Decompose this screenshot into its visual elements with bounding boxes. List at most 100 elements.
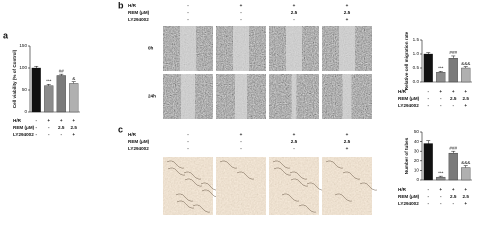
significance: ***	[438, 170, 444, 175]
condition-label: REM (μM)	[128, 10, 150, 15]
tube	[175, 193, 194, 202]
condition-value: +	[293, 132, 296, 137]
significance: ***	[46, 78, 52, 83]
condition-value: -	[48, 125, 50, 130]
y-tick-label: 1.0	[413, 51, 420, 56]
bar	[44, 85, 54, 113]
error-bar	[451, 55, 456, 59]
condition-value: -	[293, 146, 295, 151]
bar	[436, 176, 446, 181]
condition-value: -	[240, 146, 242, 151]
condition-value: -	[427, 194, 429, 199]
condition-value: +	[452, 187, 455, 192]
condition-value: 2.5	[463, 96, 470, 101]
wound-gap	[342, 74, 352, 119]
tube	[325, 160, 344, 169]
bar	[436, 72, 446, 83]
condition-value: -	[187, 146, 189, 151]
y-axis-label: Relative cell migration rate	[404, 31, 409, 90]
condition-value: +	[346, 146, 349, 151]
page: {"panel_labels": ["a", "b", "c"], "wound…	[3, 0, 472, 215]
micrograph	[216, 157, 266, 215]
condition-label: REM (μM)	[128, 139, 150, 144]
bar	[448, 152, 458, 181]
y-tick-label: 0.5	[413, 65, 420, 70]
panel-label: a	[3, 30, 9, 40]
condition-value: -	[452, 201, 454, 206]
y-tick-label: 50	[22, 87, 28, 92]
y-tick-label: 1.5	[413, 37, 420, 42]
micrograph	[269, 157, 319, 215]
wound-gap	[180, 26, 196, 71]
wound-gap	[291, 74, 297, 119]
y-tick-label: 30	[414, 148, 420, 153]
wound-gap	[286, 26, 302, 71]
condition-value: -	[60, 132, 62, 137]
condition-value: +	[293, 3, 296, 8]
error-bar	[463, 165, 468, 168]
tube	[200, 182, 219, 191]
panel-label: b	[118, 0, 124, 10]
bar	[69, 83, 79, 113]
condition-value: -	[293, 17, 295, 22]
tube	[273, 167, 292, 176]
row-label: 24h	[148, 94, 156, 99]
condition-value: -	[35, 118, 37, 123]
y-tick-label: 40	[414, 139, 420, 144]
condition-value: 2.5	[344, 139, 351, 144]
error-bar	[463, 66, 468, 68]
condition-value: -	[440, 96, 442, 101]
y-tick-label: 0	[416, 177, 419, 182]
condition-value: +	[60, 118, 63, 123]
condition-value: +	[240, 132, 243, 137]
tube	[290, 178, 309, 187]
tube	[219, 160, 238, 169]
significance: ##	[59, 68, 65, 73]
condition-value: -	[187, 139, 189, 144]
condition-value: -	[187, 10, 189, 15]
panel-label: c	[118, 124, 123, 134]
condition-label: H/R	[398, 89, 407, 94]
condition-value: -	[240, 17, 242, 22]
condition-value: -	[187, 132, 189, 137]
y-tick-label: 100	[19, 65, 27, 70]
condition-value: +	[346, 17, 349, 22]
tube	[298, 204, 317, 213]
condition-value: +	[346, 3, 349, 8]
condition-value: -	[48, 132, 50, 137]
condition-value: -	[240, 10, 242, 15]
error-bar	[451, 150, 456, 154]
condition-label: LY294002	[128, 146, 149, 151]
tube	[183, 171, 202, 180]
tube	[342, 171, 361, 180]
error-bar	[71, 81, 76, 84]
condition-value: -	[440, 201, 442, 206]
wound-gap	[181, 74, 195, 119]
y-tick-label: 10	[414, 168, 420, 173]
tube	[281, 193, 300, 202]
condition-value: +	[464, 89, 467, 94]
condition-value: +	[464, 187, 467, 192]
y-tick-label: 0.0	[413, 79, 420, 84]
condition-value: -	[427, 89, 429, 94]
bar	[423, 53, 433, 83]
y-tick-label: 50	[414, 129, 420, 134]
condition-value: 2.5	[291, 139, 298, 144]
condition-value: -	[187, 17, 189, 22]
condition-value: +	[439, 89, 442, 94]
condition-label: LY294002	[13, 132, 34, 137]
significance: &&&	[461, 160, 470, 165]
condition-value: +	[464, 103, 467, 108]
bar	[461, 167, 471, 181]
condition-label: H/R	[128, 3, 137, 8]
condition-value: -	[187, 3, 189, 8]
tube	[272, 160, 291, 169]
tube	[289, 171, 308, 180]
condition-value: +	[72, 118, 75, 123]
error-bar	[438, 175, 443, 178]
condition-label: REM (μM)	[398, 96, 420, 101]
error-bar	[46, 84, 51, 86]
tube	[184, 178, 203, 187]
y-tick-label: 20	[414, 158, 420, 163]
condition-value: +	[464, 201, 467, 206]
